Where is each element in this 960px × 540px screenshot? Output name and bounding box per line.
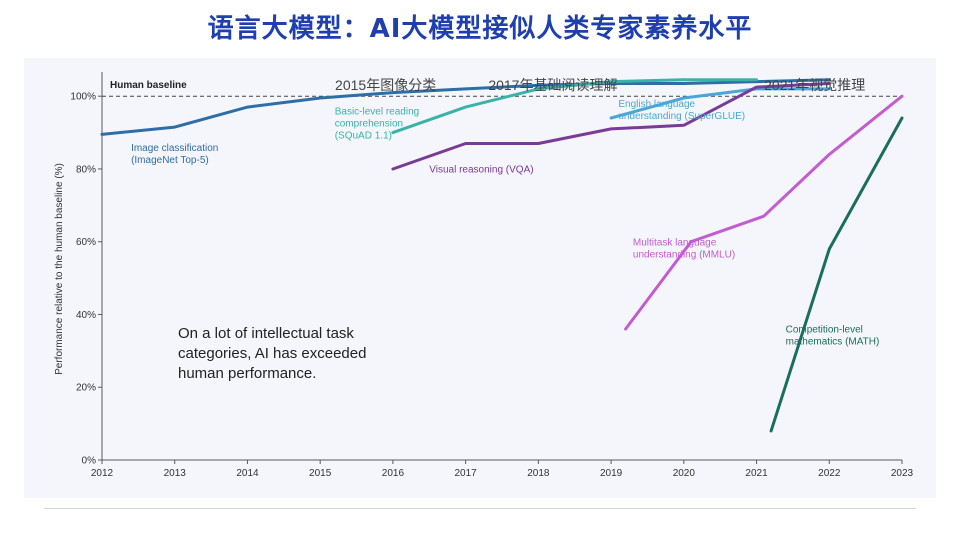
annotation-line: human performance. (178, 365, 316, 382)
data-point (609, 80, 613, 83)
chart-labels: Image classification (ImageNet Top-5) Basi… (131, 77, 879, 382)
data-point (537, 87, 540, 91)
data-point (900, 116, 904, 120)
x-tick-label: 2016 (382, 468, 405, 479)
data-point (391, 91, 395, 94)
series-label-1: Basic-level reading comprehension (SQuAD 1… (335, 106, 420, 141)
series-label-line: (SQuAD 1.1) (335, 130, 392, 141)
data-point (318, 96, 322, 100)
x-tick-label: 2014 (236, 468, 259, 479)
data-point (769, 429, 773, 433)
data-point (828, 78, 831, 82)
data-point (828, 87, 831, 91)
data-point (391, 167, 395, 171)
y-tick-label: 80% (76, 164, 96, 175)
series-label-line: Competition-level (786, 325, 863, 336)
y-tick-label: 20% (76, 383, 96, 394)
series-line-4 (624, 94, 904, 331)
milestone-label: 2017年基础阅读理解 (488, 77, 617, 93)
annotation-text: On a lot of intellectual task categories,… (178, 325, 366, 382)
series-label-4: Multitask language understanding (MMLU) (633, 237, 735, 260)
x-tick-label: 2022 (818, 468, 841, 479)
data-point (609, 116, 613, 120)
y-tick-label: 60% (76, 237, 96, 248)
data-point (246, 105, 249, 109)
x-tick-label: 2018 (527, 468, 550, 479)
data-point (537, 84, 540, 87)
milestone-label: 2015年图像分类 (335, 77, 436, 93)
series-line-1 (391, 78, 758, 135)
y-tick-label: 0% (82, 456, 97, 467)
data-point (624, 327, 627, 331)
series-label-line: Multitask language (633, 237, 717, 248)
series-line-5 (769, 116, 904, 433)
series-label-line: understanding (SuperGLUE) (618, 111, 745, 122)
x-tick-label: 2021 (745, 468, 768, 479)
series-label-2: English language understanding (SuperGLUE… (618, 99, 745, 122)
data-point (391, 131, 395, 134)
data-point (755, 78, 758, 82)
series-label-3: Visual reasoning (VQA) (429, 165, 533, 176)
series-label-line: understanding (MMLU) (633, 249, 735, 260)
x-tick-label: 2013 (164, 468, 187, 479)
milestone-label: 2021年视觉推理 (764, 77, 865, 93)
data-point (537, 142, 540, 145)
data-point (464, 142, 467, 145)
y-axis-title: Performance relative to the human baseli… (54, 163, 65, 375)
data-point (682, 78, 686, 82)
data-point (900, 94, 904, 98)
series-label-line: (ImageNet Top-5) (131, 155, 209, 166)
x-tick-label: 2023 (891, 468, 914, 479)
x-tick-label: 2019 (600, 468, 623, 479)
data-point (689, 240, 693, 243)
data-point (762, 215, 766, 218)
series-label-line: Visual reasoning (VQA) (429, 165, 533, 176)
data-point (828, 153, 831, 156)
series-label-line: comprehension (335, 118, 403, 129)
series-label-0: Image classification (ImageNet Top-5) (131, 143, 218, 166)
series-label-line: Image classification (131, 143, 218, 154)
data-point (828, 247, 831, 251)
data-point (173, 125, 176, 129)
series-line-2 (609, 87, 831, 120)
data-point (464, 105, 467, 109)
data-point (609, 127, 613, 131)
chart-axes: 0% 20% 40% 60% 80% 100% 2012 2013 2014 2015 2016 20… (54, 72, 914, 479)
data-point (100, 133, 104, 136)
footer-divider (44, 508, 916, 509)
data-point (464, 87, 467, 91)
annotation-line: categories, AI has exceeded (178, 345, 366, 362)
series-label-line: mathematics (MATH) (786, 337, 880, 348)
x-tick-label: 2020 (673, 468, 696, 479)
data-point (682, 82, 686, 85)
series-label-line: English language (618, 99, 695, 110)
data-point (682, 124, 686, 127)
x-tick-label: 2012 (91, 468, 114, 479)
y-tick-label: 40% (76, 310, 96, 321)
series-lines (100, 78, 904, 433)
chart-panel (24, 58, 936, 498)
series-label-line: Basic-level reading (335, 106, 420, 117)
annotation-line: On a lot of intellectual task (178, 325, 354, 342)
page-title: 语言大模型：AI大模型接似人类专家素养水平 (207, 14, 753, 44)
x-tick-label: 2015 (309, 468, 332, 479)
data-point (755, 85, 758, 89)
human-baseline-label: Human baseline (110, 80, 187, 91)
data-point (828, 82, 831, 85)
x-tick-label: 2017 (455, 468, 478, 479)
series-label-5: Competition-level mathematics (MATH) (786, 325, 880, 348)
data-point (682, 96, 686, 100)
y-tick-label: 100% (70, 92, 96, 103)
